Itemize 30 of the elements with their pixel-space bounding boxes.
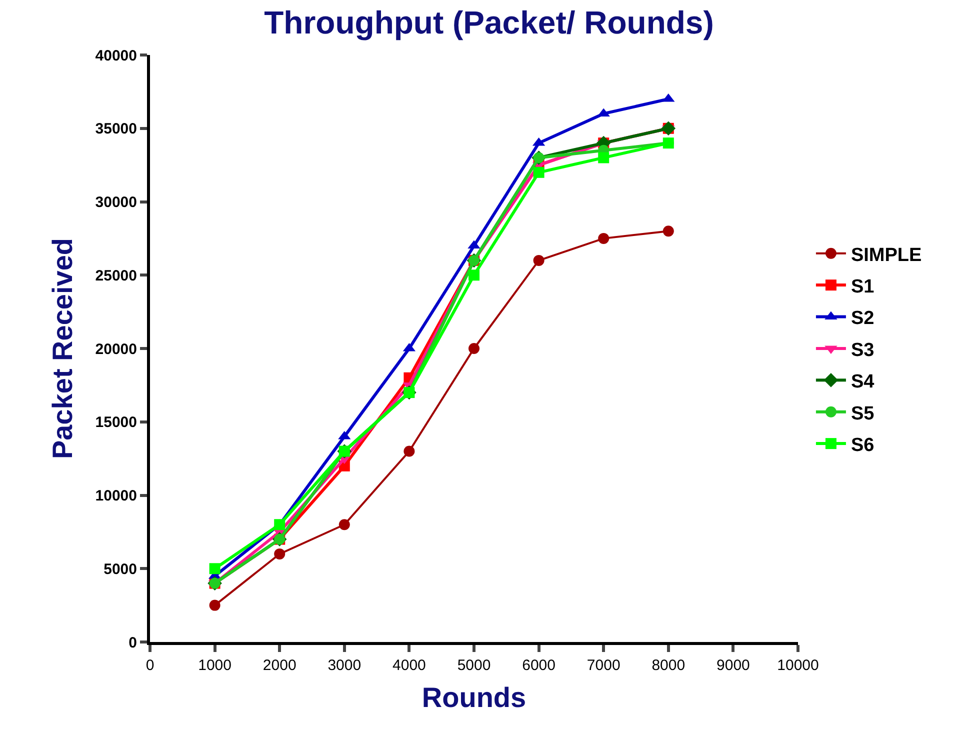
y-tick-label: 15000 [95,414,137,432]
x-tick-label: 10000 [777,657,819,674]
y-tick-label: 0 [128,634,137,652]
legend-label: S5 [850,403,875,424]
legend-label: S6 [850,434,874,456]
legend-label: S3 [850,340,874,361]
x-tick-label: 2000 [262,657,296,674]
y-tick-label: 35000 [95,120,137,138]
y-axis-title: Packet Received [46,238,78,460]
y-tick-label: 20000 [95,340,137,358]
x-tick-label: 7000 [586,657,620,674]
x-tick-label: 3000 [328,657,362,674]
y-tick-label: 10000 [95,488,137,504]
y-tick-label: 40000 [95,47,137,64]
legend-label: S4 [850,372,875,393]
x-tick-label: 4000 [392,657,426,674]
chart-title: Throughput (Packet/ Rounds) [264,4,714,41]
x-tick-label: 9000 [716,657,750,674]
legend-label: S1 [850,276,875,298]
legend-label: S2 [850,308,874,330]
x-tick-label: 0 [146,657,154,674]
y-tick-label: 25000 [95,267,137,284]
y-tick-label: 5000 [104,560,137,578]
x-tick-label: 1000 [198,657,232,674]
x-tick-label: 6000 [522,657,556,674]
y-tick-label: 30000 [95,194,137,211]
x-axis-title: Rounds [422,682,526,714]
legend-label: SIMPLE [850,244,922,266]
x-tick-label: 5000 [457,657,491,674]
x-tick-label: 8000 [652,657,686,674]
